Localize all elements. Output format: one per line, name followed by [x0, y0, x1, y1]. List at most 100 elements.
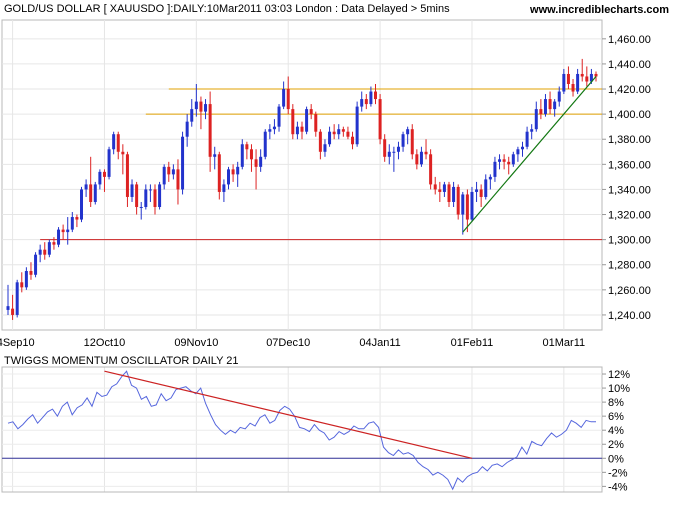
candle-body — [585, 76, 589, 82]
candle-body — [442, 184, 446, 192]
price-axis-label: 1,360.00 — [608, 159, 651, 171]
candle-body — [240, 144, 244, 167]
candle-body — [378, 99, 382, 140]
candle-body — [107, 149, 111, 177]
osc-panel-frame — [1, 366, 603, 493]
candle-body — [576, 73, 580, 92]
oscillator-line — [7, 370, 596, 491]
candle-body — [295, 126, 299, 135]
candle-body — [29, 271, 33, 275]
candle-body — [351, 136, 355, 145]
candle-body — [190, 109, 194, 122]
candle-body — [20, 282, 24, 288]
candle-body — [502, 159, 506, 162]
price-axis-label: 1,420.00 — [608, 84, 651, 96]
candle-body — [222, 184, 226, 192]
candle-body — [396, 146, 400, 152]
candle-body — [227, 169, 230, 185]
candle-body — [525, 131, 529, 147]
candle-body — [286, 89, 290, 110]
candle-body — [194, 101, 198, 110]
site-name: www.incrediblecharts.com — [529, 4, 669, 16]
candle-body — [419, 151, 423, 165]
candle-body — [387, 151, 391, 157]
candle-body — [277, 106, 281, 127]
candle-body — [112, 134, 116, 150]
candle-body — [589, 73, 593, 82]
support-trendline — [462, 76, 597, 233]
price-panel: 1,240.00 1,260.00 1,280.00 1,300.00 1,320.00… — [0, 19, 651, 349]
candle-body — [167, 166, 171, 175]
candle-body — [461, 194, 465, 215]
candle-body — [369, 91, 373, 105]
osc-axis-label: 8% — [608, 397, 624, 409]
price-axis-label: 1,320.00 — [608, 210, 651, 222]
candle-body — [272, 126, 276, 130]
candle-body — [424, 151, 428, 155]
oscillator-trendline — [104, 370, 473, 459]
price-axis-label: 1,460.00 — [608, 34, 651, 46]
date-axis-label: 01Mar11 — [543, 337, 586, 349]
candle-body — [374, 91, 377, 100]
candle-body — [57, 229, 61, 245]
candle-body — [181, 136, 185, 190]
candle-body — [148, 189, 152, 191]
chart-title: GOLD/US DOLLAR [ XAUUSDO ]:DAILY:10Mar20… — [4, 3, 450, 15]
candle-body — [360, 99, 364, 107]
candle-body — [15, 282, 19, 315]
candle-body — [548, 99, 552, 110]
candle-body — [594, 73, 598, 77]
candle-body — [254, 159, 258, 167]
candle-body — [305, 109, 309, 132]
osc-axis-label: 12% — [608, 369, 630, 381]
candle-body — [553, 101, 557, 110]
candle-body — [245, 144, 249, 150]
price-axis-label: 1,340.00 — [608, 184, 651, 196]
oscillator-title: TWIGGS MOMENTUM OSCILLATOR DAILY 21 — [4, 355, 239, 367]
candle-body — [521, 146, 524, 150]
candle-body — [562, 73, 566, 92]
candle-body — [415, 154, 419, 165]
candle-body — [204, 104, 208, 112]
candle-body — [337, 129, 341, 135]
price-axis-label: 1,260.00 — [608, 285, 651, 297]
candle-body — [80, 189, 83, 220]
osc-axis-label: 10% — [608, 383, 630, 395]
oscillator-panel: TWIGGS MOMENTUM OSCILLATOR DAILY 21 12% 10… — [1, 355, 630, 493]
date-axis-label: 07Dec10 — [266, 337, 310, 349]
candle-body — [410, 129, 414, 155]
candle-body — [130, 184, 134, 197]
candle-body — [456, 186, 460, 215]
candle-body — [364, 99, 368, 105]
candle-body — [571, 84, 575, 92]
price-axis-label: 1,240.00 — [608, 310, 651, 322]
candle-body — [314, 114, 318, 132]
candle-body — [199, 101, 203, 112]
candle-body — [341, 129, 345, 132]
price-axis-label: 1,400.00 — [608, 109, 651, 121]
candle-body — [144, 189, 148, 208]
candle-body — [580, 73, 584, 77]
candle-body — [231, 169, 235, 175]
price-axis-label: 1,440.00 — [608, 59, 651, 71]
candle-body — [557, 91, 561, 102]
candle-body — [511, 154, 515, 165]
osc-axis-label: 2% — [608, 439, 624, 451]
candle-body — [43, 249, 47, 255]
candle-body — [300, 126, 304, 132]
candle-body — [66, 229, 70, 233]
candle-body — [153, 189, 157, 208]
candle-body — [406, 129, 410, 135]
candle-body — [452, 186, 456, 202]
candle-body — [38, 249, 42, 255]
candle-body — [52, 242, 56, 245]
candle-body — [484, 179, 488, 197]
candle-body — [465, 194, 469, 220]
candle-body — [355, 106, 359, 145]
candle-body — [185, 121, 189, 137]
candle-body — [11, 308, 15, 315]
candle-body — [116, 134, 120, 152]
